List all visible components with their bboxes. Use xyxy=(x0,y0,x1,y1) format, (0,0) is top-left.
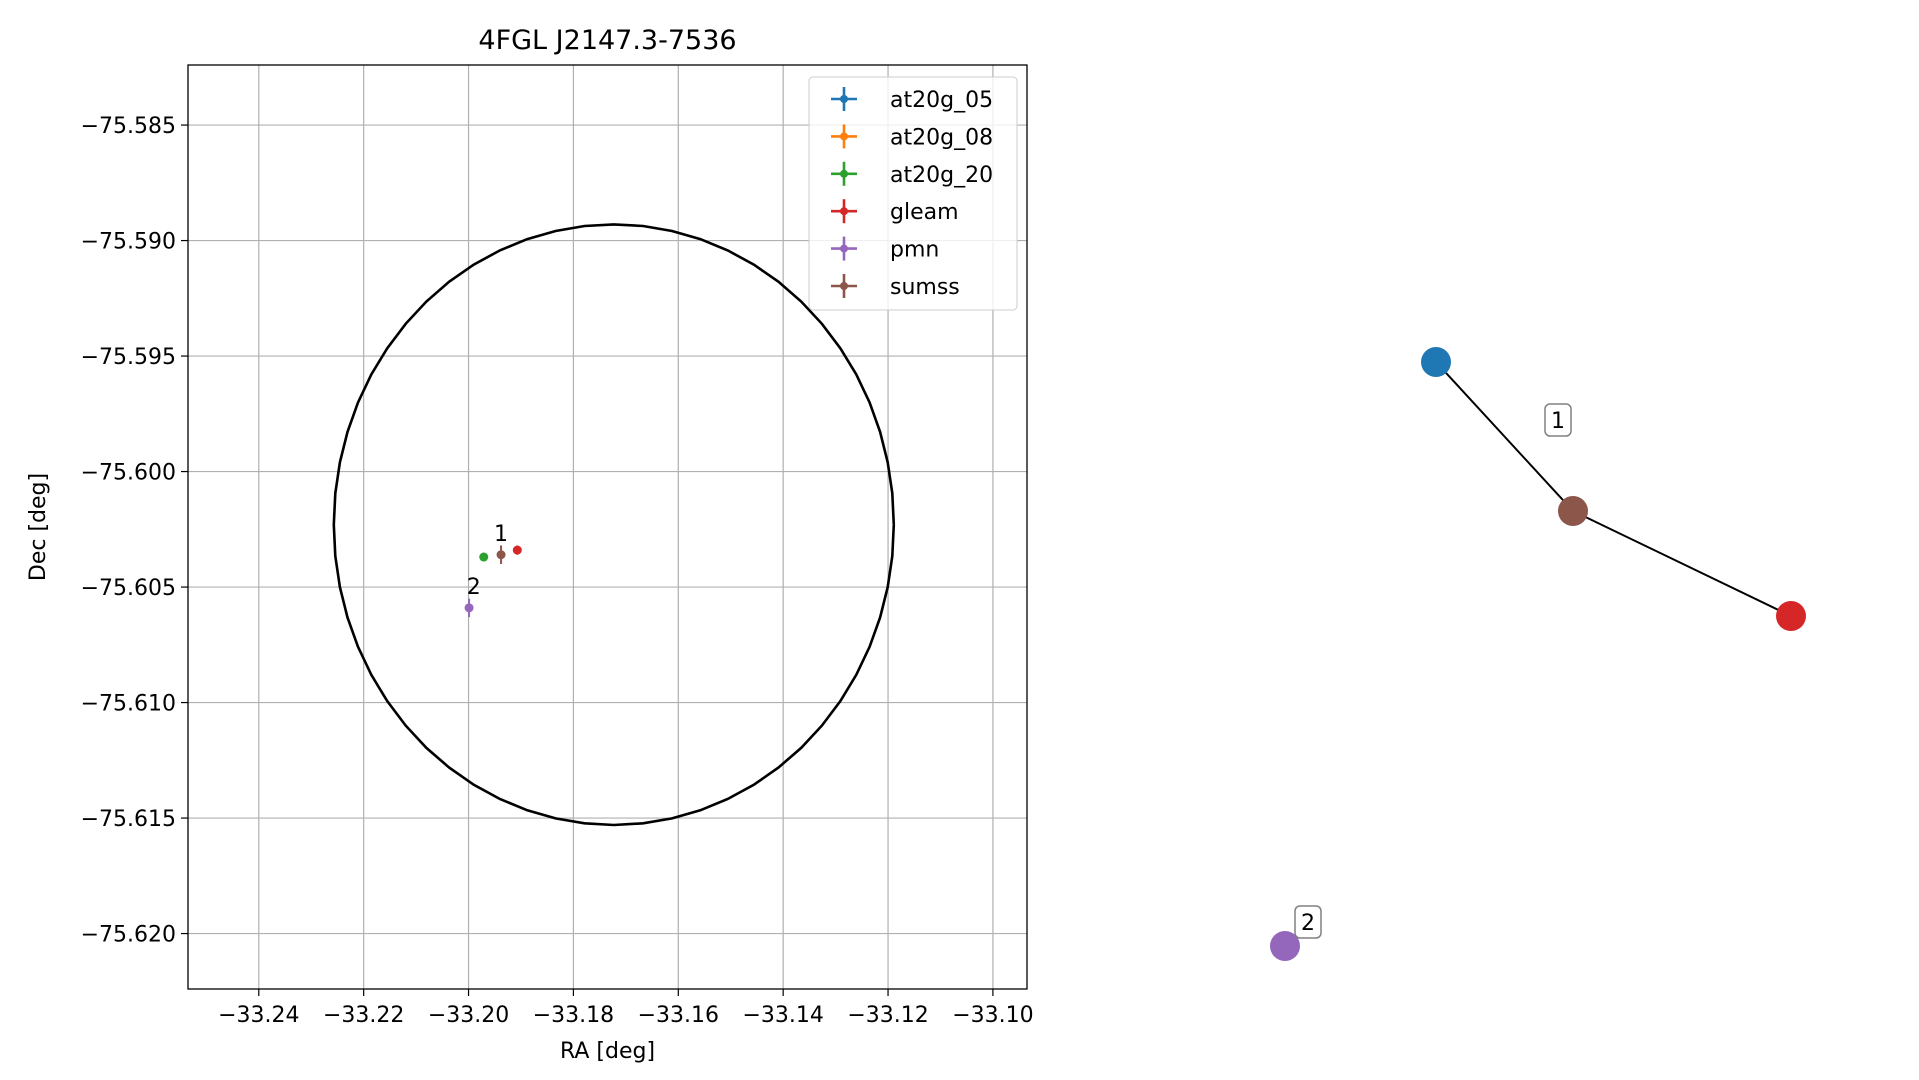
y-tick-label: −75.590 xyxy=(81,230,176,255)
group-label-2: 2 xyxy=(1294,905,1322,939)
y-tick-label: −75.600 xyxy=(81,461,176,486)
plot-frame xyxy=(187,64,1028,990)
node-sumss xyxy=(1558,496,1588,526)
y-tick-label: −75.595 xyxy=(81,345,176,370)
x-tick-label: −33.10 xyxy=(952,1003,1033,1028)
group-label-text: 1 xyxy=(1551,409,1565,434)
legend-swatch-marker xyxy=(840,207,848,216)
legend-item-sumss: sumss xyxy=(831,274,960,300)
x-tick-label: −33.24 xyxy=(218,1003,299,1028)
legend-label: at20g_08 xyxy=(890,125,993,150)
x-tick-label: −33.18 xyxy=(533,1003,614,1028)
y-tick-label: −75.605 xyxy=(81,576,176,601)
edge-at20g-sumss xyxy=(1435,361,1574,512)
x-tick-label: −33.14 xyxy=(742,1003,823,1028)
edge-sumss-gleam xyxy=(1572,510,1792,617)
y-tick-label: −75.615 xyxy=(81,807,176,832)
localization-circle xyxy=(332,223,896,827)
point-marker xyxy=(496,550,506,560)
point-marker xyxy=(464,603,474,613)
x-axis-label: RA [deg] xyxy=(560,1039,655,1064)
legend-label: gleam xyxy=(890,200,959,225)
y-tick-label: −75.610 xyxy=(81,692,176,717)
y-tick-label: −75.585 xyxy=(81,114,176,139)
legend-item-pmn: pmn xyxy=(831,236,939,263)
node-at20g xyxy=(1421,347,1451,377)
group-label-text: 2 xyxy=(1301,911,1315,936)
legend-swatch-marker xyxy=(840,132,848,141)
point-annotation: 2 xyxy=(467,575,481,600)
x-axis-ticks: −33.24 −33.22 −33.20 −33.18 −33.16 −33.14 −33.… xyxy=(218,989,1034,1028)
point-marker xyxy=(512,545,522,555)
legend-item-at20g_20: at20g_20 xyxy=(831,161,993,188)
chart-title: 4FGL J2147.3-7536 xyxy=(478,25,736,56)
left-chart: 12 −33.24 −33.22 −33.20 −33.18 −33.16 −33.14−… xyxy=(26,25,1034,1064)
legend-label: at20g_20 xyxy=(890,163,993,188)
node-gleam xyxy=(1776,601,1806,631)
legend-label: sumss xyxy=(890,275,960,300)
y-axis-label: Dec [deg] xyxy=(26,473,51,581)
y-tick-label: −75.620 xyxy=(81,923,176,948)
x-tick-label: −33.22 xyxy=(323,1003,404,1028)
legend-frame xyxy=(808,76,1018,311)
point-annotations: 12 xyxy=(467,522,508,600)
x-tick-label: −33.12 xyxy=(847,1003,928,1028)
data-point-sumss xyxy=(496,545,506,564)
localization-circle-layer xyxy=(332,223,896,827)
legend-swatch-marker xyxy=(840,282,848,290)
group-label-box xyxy=(1294,905,1322,939)
group-label-1: 1 xyxy=(1544,403,1572,437)
data-point-gleam xyxy=(512,545,522,555)
data-point-at20g_20 xyxy=(479,552,489,562)
x-tick-label: −33.20 xyxy=(428,1003,509,1028)
point-marker xyxy=(479,552,489,562)
legend-swatch-marker xyxy=(840,95,848,103)
y-axis-ticks: −75.585 −75.590 −75.595 −75.600 −75.605 −75.6… xyxy=(81,114,188,948)
legend-swatch-marker xyxy=(840,244,848,253)
legend-item-at20g_05: at20g_05 xyxy=(831,87,993,113)
legend-swatch-marker xyxy=(840,169,848,178)
legend-label: pmn xyxy=(890,238,939,263)
legend-label: at20g_05 xyxy=(890,88,993,113)
point-annotation: 1 xyxy=(494,522,508,547)
data-points xyxy=(464,545,522,618)
node-pmn xyxy=(1270,931,1300,961)
legend-item-at20g_08: at20g_08 xyxy=(831,124,993,150)
x-tick-label: −33.16 xyxy=(638,1003,719,1028)
legend-item-gleam: gleam xyxy=(831,199,959,225)
network-graph: 1 2 xyxy=(1270,347,1806,961)
data-point-pmn xyxy=(464,598,474,618)
group-label-box xyxy=(1544,403,1572,437)
